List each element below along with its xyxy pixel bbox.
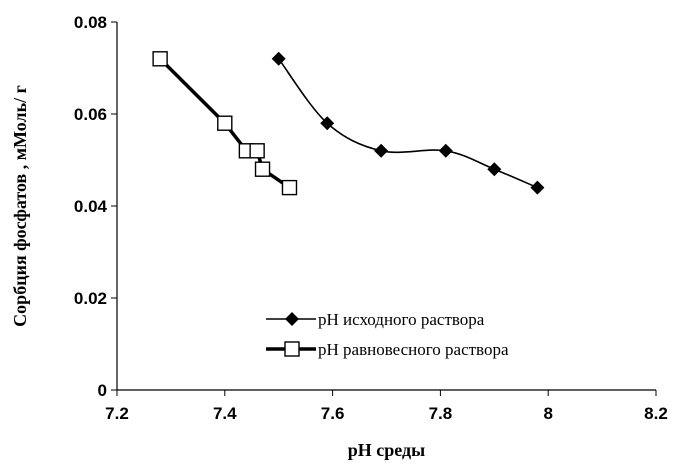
x-tick-label: 7.6 [321, 404, 345, 423]
y-tick-label: 0.06 [74, 105, 107, 124]
legend-item: pH равновесного раствора [266, 340, 509, 359]
legend-item: pH исходного раствора [266, 310, 485, 329]
diamond-point [271, 51, 286, 66]
y-tick-label: 0.04 [74, 197, 108, 216]
square-point [217, 115, 233, 131]
legend-label: pH исходного раствора [318, 310, 485, 329]
series-layer [152, 51, 545, 196]
square-point [254, 161, 271, 177]
diamond-point [530, 180, 545, 195]
x-tick-label: 8 [543, 404, 552, 423]
axes [116, 22, 656, 391]
diamond-point [487, 162, 502, 177]
series-equilibrium-ph [152, 51, 298, 196]
y-tick-label: 0 [98, 381, 107, 400]
legend-label: pH равновесного раствора [318, 340, 509, 359]
diamond-point [320, 116, 335, 131]
x-axis-title: pH среды [348, 440, 425, 460]
series-initial-ph [271, 51, 545, 195]
square-point [249, 143, 265, 159]
x-tick-label: 7.4 [213, 404, 237, 423]
y-axis-title: Сорбция фосфатов , мМоль/ г [10, 85, 30, 327]
ticks: 7.2 7.4 7.6 7.8 8 8.2 0 0.02 0.04 0.06 0.08 [74, 13, 668, 423]
x-tick-label: 8.2 [644, 404, 668, 423]
y-tick-label: 0.08 [74, 13, 107, 32]
diamond-point [438, 143, 453, 158]
y-tick-label: 0.02 [74, 289, 107, 308]
square-point [152, 51, 168, 67]
x-tick-label: 7.2 [105, 404, 129, 423]
x-tick-label: 7.8 [429, 404, 453, 423]
legend: pH исходного раствора pH равновесного рас… [266, 310, 509, 359]
legend-diamond-marker [285, 312, 299, 326]
legend-square-marker [284, 341, 300, 357]
square-point [281, 179, 298, 196]
diamond-point [374, 143, 389, 158]
